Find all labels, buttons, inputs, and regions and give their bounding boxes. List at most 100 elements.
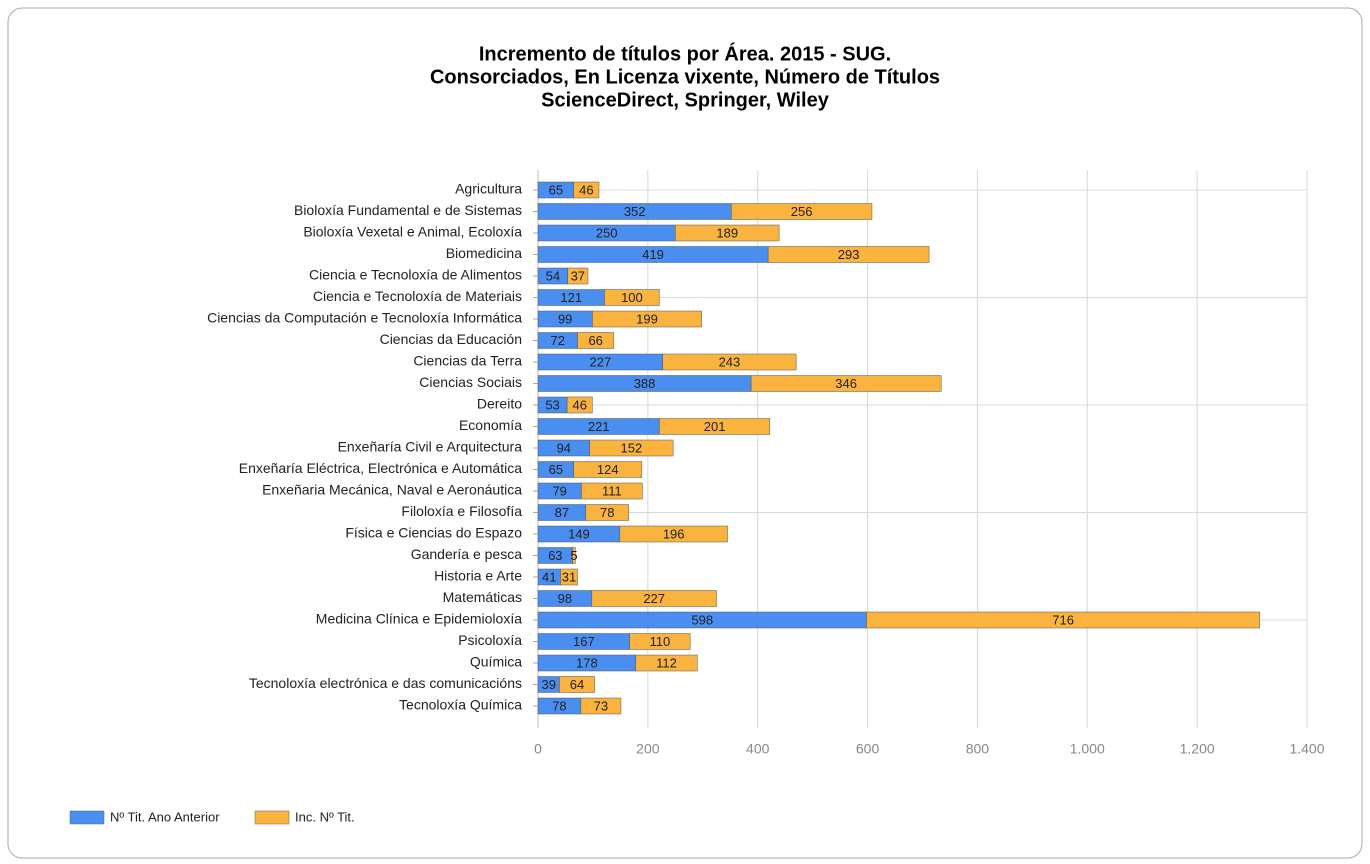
data-label: 37 <box>571 268 585 283</box>
y-tick-label: Dereito <box>477 396 522 412</box>
bar-segment <box>566 396 593 414</box>
y-tick-label: Tecnoloxía Química <box>399 697 522 713</box>
y-tick-label: Enxeñaría Eléctrica, Electrónica e Autom… <box>239 460 522 476</box>
bar-segment <box>580 697 622 715</box>
y-tick-label: Ciencias da Computación e Tecnoloxía Inf… <box>207 310 522 326</box>
y-tick-label: Agricultura <box>455 181 522 197</box>
y-tick-label: Matemáticas <box>443 589 522 605</box>
data-label: 121 <box>560 290 582 305</box>
data-label: 178 <box>576 655 598 670</box>
x-tick-label: 800 <box>966 741 990 757</box>
bar-segment <box>767 246 930 263</box>
data-label: 87 <box>555 505 569 520</box>
data-label: 63 <box>548 548 562 563</box>
data-label: 196 <box>663 526 685 541</box>
data-label: 227 <box>589 354 611 369</box>
bar-segment <box>577 332 615 349</box>
data-label: 388 <box>634 376 656 391</box>
data-label: 98 <box>558 591 572 606</box>
x-tick-label: 400 <box>746 741 770 757</box>
bar-segment <box>589 439 674 457</box>
data-label: 72 <box>551 333 565 348</box>
data-label: 94 <box>557 440 571 455</box>
bar-segment <box>573 461 643 478</box>
y-tick-label: Gandería e pesca <box>411 546 523 562</box>
data-label: 227 <box>643 591 665 606</box>
bar-segment <box>750 375 942 392</box>
legend-label: Nº Tit. Ano Anterior <box>110 809 220 824</box>
bar-segment <box>866 611 1261 629</box>
data-label: 152 <box>621 440 643 455</box>
y-tick-label: Física e Ciencias do Espazo <box>345 525 522 541</box>
data-label: 79 <box>552 483 566 498</box>
data-label: 243 <box>719 354 741 369</box>
data-label: 5 <box>570 548 577 563</box>
bar-segment <box>619 525 728 543</box>
chart-title: Consorciados, En Licenza vixente, Número… <box>430 66 940 88</box>
bar-segment <box>662 353 797 371</box>
data-label: 46 <box>573 397 587 412</box>
y-tick-label: Psicoloxía <box>458 632 522 648</box>
data-label: 100 <box>621 290 643 305</box>
bar-segment <box>604 289 660 306</box>
x-tick-label: 200 <box>636 741 660 757</box>
y-tick-label: Ciencias da Terra <box>413 353 522 369</box>
legend-swatch <box>69 810 105 825</box>
data-label: 39 <box>541 677 555 692</box>
bar-segment <box>731 203 873 220</box>
data-label: 64 <box>570 677 584 692</box>
x-tick-label: 0 <box>534 741 542 757</box>
data-label: 46 <box>579 182 593 197</box>
y-tick-label: Bioloxía Fundamental e de Sistemas <box>294 202 522 218</box>
bar-segment <box>659 418 771 435</box>
bar-segment <box>635 654 698 672</box>
x-tick-label: 600 <box>856 741 880 757</box>
chart-title: ScienceDirect, Springer, Wiley <box>541 89 830 111</box>
data-label: 598 <box>691 612 713 627</box>
y-tick-label: Química <box>470 654 522 670</box>
data-label: 31 <box>562 569 576 584</box>
y-tick-label: Bioloxía Vexetal e Animal, Ecoloxía <box>303 224 522 240</box>
data-label: 54 <box>546 268 560 283</box>
data-label: 73 <box>594 698 608 713</box>
y-tick-label: Filoloxía e Filosofía <box>401 503 522 519</box>
data-label: 201 <box>704 419 726 434</box>
data-label: 352 <box>624 204 646 219</box>
data-label: 346 <box>835 376 857 391</box>
data-label: 716 <box>1052 612 1074 627</box>
bar-segment <box>629 633 691 650</box>
y-tick-label: Economía <box>459 417 522 433</box>
data-label: 419 <box>642 247 664 262</box>
y-tick-label: Historia e Arte <box>434 568 522 584</box>
data-label: 53 <box>545 397 559 412</box>
bar-segment <box>572 547 576 564</box>
bar-segment <box>592 310 702 328</box>
y-tick-label: Enxeñaría Civil e Arquitectura <box>338 439 523 455</box>
data-label: 66 <box>588 333 602 348</box>
data-label: 221 <box>588 419 610 434</box>
y-tick-label: Ciencias Sociais <box>419 374 522 390</box>
data-label: 111 <box>602 483 622 498</box>
legend-label: Inc. Nº Tit. <box>295 809 355 824</box>
y-tick-label: Medicina Clínica e Epidemioloxía <box>316 611 522 627</box>
y-tick-label: Ciencia e Tecnoloxía de Alimentos <box>309 267 522 283</box>
data-label: 110 <box>650 634 671 649</box>
data-label: 199 <box>636 311 658 326</box>
bar-segment <box>559 676 595 693</box>
data-label: 149 <box>568 526 590 541</box>
data-label: 65 <box>549 462 563 477</box>
bar-segment <box>585 504 629 521</box>
data-label: 65 <box>549 182 563 197</box>
bar-segment <box>675 224 780 242</box>
data-label: 124 <box>597 462 619 477</box>
y-tick-label: Ciencia e Tecnoloxía de Materiais <box>313 288 522 304</box>
data-label: 41 <box>542 569 556 584</box>
bar-segment <box>567 267 589 285</box>
legend-swatch <box>254 810 290 825</box>
data-label: 78 <box>552 698 566 713</box>
x-tick-label: 1.200 <box>1180 741 1215 757</box>
y-tick-label: Biomedicina <box>446 245 522 261</box>
data-label: 293 <box>838 247 860 262</box>
data-label: 189 <box>716 225 738 240</box>
